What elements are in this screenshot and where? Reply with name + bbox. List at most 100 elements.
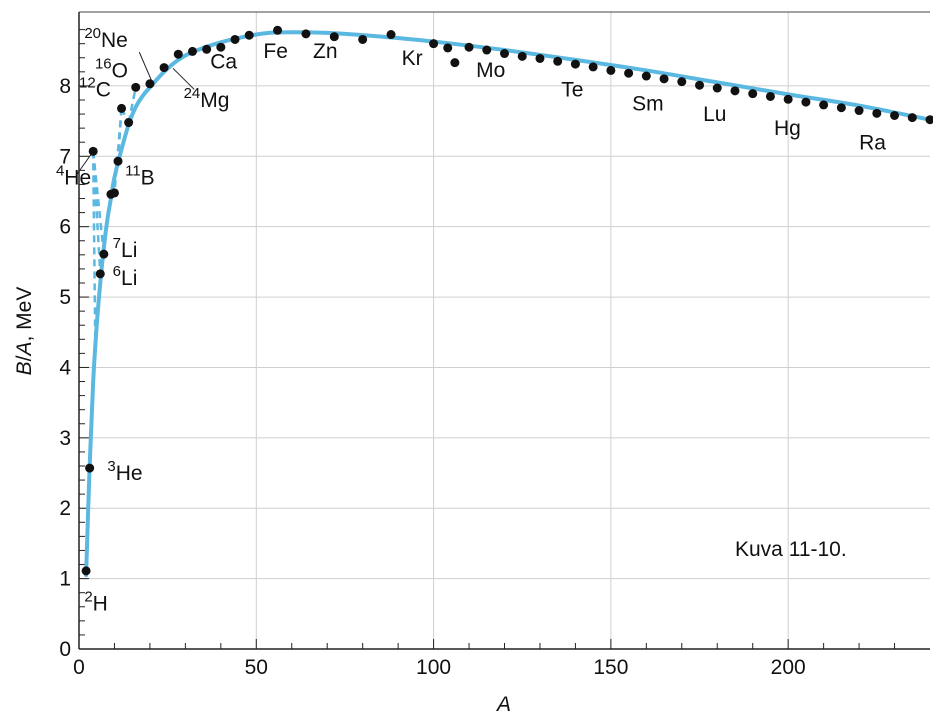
leader-4He (76, 151, 94, 175)
label-Lu: Lu (703, 103, 726, 126)
label-12C-symbol: C (96, 78, 111, 101)
axes (78, 11, 930, 650)
data-point-10 (131, 82, 141, 92)
label-6Li-symbol: Li (121, 267, 137, 290)
dashed-connector-2 (91, 151, 97, 347)
data-point-29 (500, 49, 509, 59)
data-point-16 (216, 42, 226, 52)
label-2H-symbol: H (93, 592, 108, 615)
data-point-50 (872, 108, 882, 118)
data-point-6 (109, 188, 119, 198)
data-point-35 (606, 65, 616, 75)
data-point-14 (187, 46, 197, 56)
label-20Ne-mass-number: 20 (84, 25, 101, 42)
y-tick-label-5: 5 (59, 286, 71, 309)
x-tick-labels: 0 50 100 150 200 (73, 656, 806, 679)
y-title-part-slash: / (13, 355, 36, 361)
label-7Li-mass-number: 7 (113, 235, 121, 252)
x-axis-title: A (495, 693, 511, 716)
data-point-32 (553, 56, 563, 66)
label-Ca: Ca (210, 50, 237, 73)
data-point-18 (244, 30, 254, 40)
data-point-52 (907, 113, 917, 123)
label-11B-mass-number: 11 (125, 162, 141, 179)
data-point-17 (230, 34, 240, 44)
label-7Li-symbol: Li (121, 239, 137, 262)
data-point-8 (117, 103, 127, 113)
data-point-33 (570, 59, 580, 69)
data-point-48 (836, 103, 846, 113)
y-tick-label-7: 7 (59, 145, 71, 168)
label-Hg: Hg (774, 117, 801, 140)
data-point-26 (450, 58, 460, 68)
x-tick-label-150: 150 (593, 656, 628, 679)
label-16O: 16O (95, 55, 128, 82)
label-3He-mass-number: 3 (107, 458, 115, 475)
label-12C: 12C (79, 74, 111, 101)
data-point-21 (329, 32, 339, 42)
data-point-24 (429, 39, 439, 49)
label-3He: 3He (107, 458, 142, 485)
data-point-53 (925, 115, 933, 125)
label-16O-symbol: O (112, 59, 128, 82)
data-point-12 (159, 63, 169, 73)
data-point-2 (88, 146, 98, 156)
label-20Ne: 20Ne (84, 25, 128, 52)
y-axis-title: B/A, MeV (13, 287, 36, 376)
label-Zn: Zn (313, 40, 338, 63)
label-7Li: 7Li (113, 235, 138, 262)
y-title-part-a: A (13, 341, 36, 357)
data-point-20 (301, 29, 311, 39)
dashed-connector-0 (91, 151, 102, 274)
label-24Mg-symbol: Mg (200, 89, 229, 112)
label-Fe: Fe (263, 40, 288, 63)
leader-20Ne (138, 51, 153, 82)
data-point-43 (748, 89, 758, 99)
x-tick-label-0: 0 (73, 656, 85, 679)
label-2H: 2H (84, 588, 108, 615)
data-point-15 (202, 44, 212, 54)
data-point-42 (730, 86, 740, 96)
data-point-38 (659, 74, 669, 84)
data-points (81, 25, 933, 576)
label-Ra: Ra (859, 131, 886, 154)
data-point-44 (765, 91, 775, 101)
label-24Mg: 24Mg (184, 85, 230, 112)
data-point-30 (517, 51, 527, 61)
label-6Li-mass-number: 6 (113, 263, 121, 280)
data-point-49 (854, 106, 864, 116)
data-point-41 (712, 83, 722, 93)
data-point-28 (482, 45, 492, 55)
x-tick-label-200: 200 (771, 656, 806, 679)
label-4He-symbol: He (64, 166, 91, 189)
data-point-25 (443, 43, 453, 53)
data-point-46 (801, 97, 811, 107)
y-tick-label-3: 3 (59, 427, 71, 450)
data-point-9 (124, 118, 134, 128)
data-point-40 (695, 80, 705, 90)
data-point-39 (677, 77, 687, 87)
label-4He-mass-number: 4 (56, 162, 64, 179)
figure-caption: Kuva 11-10. (735, 538, 847, 561)
y-title-part-unit: , MeV (13, 287, 36, 342)
data-point-51 (890, 110, 900, 120)
data-point-13 (173, 49, 183, 59)
y-tick-label-0: 0 (59, 638, 71, 661)
y-tick-label-6: 6 (59, 216, 71, 239)
label-20Ne-symbol: Ne (101, 29, 128, 52)
data-point-27 (464, 42, 474, 52)
label-Sm: Sm (632, 93, 664, 116)
y-tick-labels: 0 1 2 3 4 5 6 7 8 (59, 75, 71, 661)
data-point-22 (358, 34, 368, 44)
y-tick-label-8: 8 (59, 75, 71, 98)
leader-lines (76, 51, 195, 175)
data-point-1 (85, 463, 95, 473)
label-Mo: Mo (476, 59, 505, 82)
label-11B: 11B (125, 162, 155, 189)
data-point-47 (819, 100, 829, 110)
binding-energy-curve (84, 30, 932, 578)
data-point-4 (99, 249, 109, 259)
y-title-part-b: B (13, 361, 36, 375)
